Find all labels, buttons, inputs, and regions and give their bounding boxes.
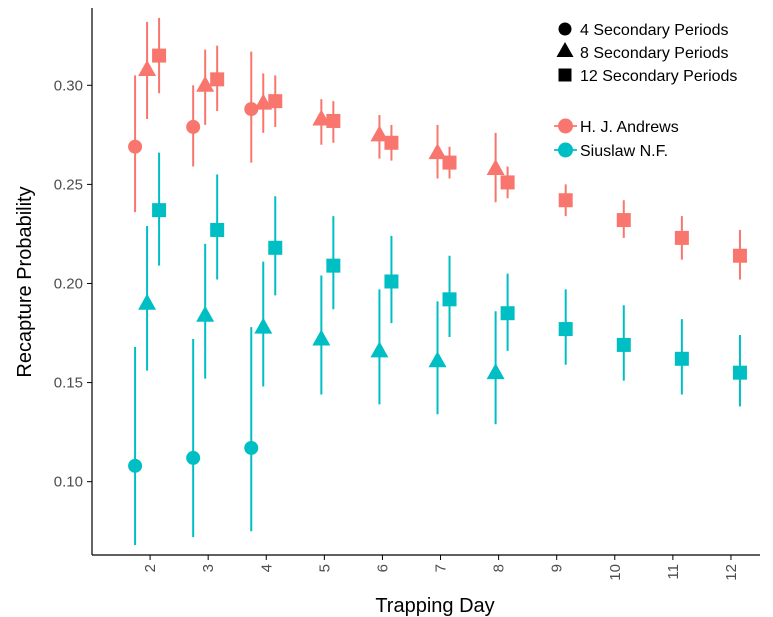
point-siuslaw-n-f-circle xyxy=(128,458,143,473)
data-marks xyxy=(128,17,747,546)
point-h-j-andrews-triangle xyxy=(138,59,157,76)
point-siuslaw-n-f-square xyxy=(384,274,399,289)
point-h-j-andrews-square xyxy=(384,135,399,150)
point-h-j-andrews-square xyxy=(442,155,457,170)
legend-label-12-secondary: 12 Secondary Periods xyxy=(580,68,737,85)
point-siuslaw-n-f-square xyxy=(326,258,341,273)
point-siuslaw-n-f-square xyxy=(500,306,515,321)
x-tick-label: 8 xyxy=(491,564,508,572)
point-h-j-andrews-triangle xyxy=(196,75,215,92)
point-h-j-andrews-square xyxy=(268,94,283,109)
point-siuslaw-n-f-triangle xyxy=(312,329,331,346)
y-tick-label: 0.20 xyxy=(54,275,83,292)
y-axis-title: Recapture Probability xyxy=(14,186,36,377)
x-axis-ticks: 2 3 4 5 6 7 8 9 10 11 12 xyxy=(142,555,740,581)
x-tick-label: 4 xyxy=(258,564,275,572)
point-siuslaw-n-f-triangle xyxy=(138,293,157,310)
point-siuslaw-n-f-square xyxy=(152,203,167,218)
point-siuslaw-n-f-triangle xyxy=(196,305,215,322)
point-siuslaw-n-f-triangle xyxy=(486,363,505,380)
point-h-j-andrews-circle xyxy=(186,119,201,134)
point-siuslaw-n-f-square xyxy=(674,351,689,366)
point-siuslaw-n-f-square xyxy=(442,292,457,307)
x-tick-label: 7 xyxy=(433,564,450,572)
point-h-j-andrews-triangle xyxy=(486,159,505,176)
point-h-j-andrews-triangle xyxy=(428,143,447,160)
point-h-j-andrews-circle xyxy=(244,102,259,117)
point-siuslaw-n-f-triangle xyxy=(370,341,389,358)
legend-sites: H. J. Andrews Siuslaw N.F. xyxy=(554,118,679,160)
legend-label-8-secondary: 8 Secondary Periods xyxy=(580,45,729,62)
x-axis-title: Trapping Day xyxy=(375,595,494,617)
point-h-j-andrews-square xyxy=(210,72,225,87)
x-tick-label: 6 xyxy=(374,564,391,572)
y-tick-label: 0.30 xyxy=(54,77,83,94)
legend-label-4-secondary: 4 Secondary Periods xyxy=(580,22,729,39)
x-tick-label: 12 xyxy=(723,564,740,581)
legend-label-hj-andrews: H. J. Andrews xyxy=(580,119,679,136)
point-siuslaw-n-f-triangle xyxy=(254,317,273,334)
y-axis-ticks: 0.10 0.15 0.20 0.25 0.30 xyxy=(54,77,92,491)
legend-shape-triangle xyxy=(556,42,574,57)
point-siuslaw-n-f-triangle xyxy=(428,351,447,368)
point-siuslaw-n-f-square xyxy=(210,222,225,237)
legend-shape-square xyxy=(558,68,572,82)
legend-key-siuslaw xyxy=(558,142,573,158)
x-tick-label: 10 xyxy=(607,564,624,581)
point-h-j-andrews-square xyxy=(732,248,747,263)
point-h-j-andrews-square xyxy=(500,175,515,190)
x-tick-label: 2 xyxy=(142,564,159,572)
legend-shapes: 4 Secondary Periods 8 Secondary Periods … xyxy=(556,22,737,85)
point-siuslaw-n-f-square xyxy=(268,240,283,255)
point-h-j-andrews-square xyxy=(674,230,689,245)
point-h-j-andrews-square xyxy=(558,193,573,208)
point-siuslaw-n-f-square xyxy=(732,365,747,380)
point-siuslaw-n-f-circle xyxy=(186,450,201,465)
point-h-j-andrews-square xyxy=(326,113,341,128)
point-h-j-andrews-triangle xyxy=(254,93,273,110)
y-tick-label: 0.15 xyxy=(54,375,83,392)
x-tick-label: 3 xyxy=(200,564,217,572)
point-h-j-andrews-square xyxy=(616,213,631,228)
y-tick-label: 0.10 xyxy=(54,474,83,491)
point-siuslaw-n-f-square xyxy=(558,322,573,337)
point-h-j-andrews-triangle xyxy=(370,125,389,142)
point-siuslaw-n-f-circle xyxy=(244,440,259,455)
x-tick-label: 9 xyxy=(549,564,566,572)
point-h-j-andrews-triangle xyxy=(312,109,331,126)
point-h-j-andrews-circle xyxy=(128,139,143,154)
legend-key-hj-andrews xyxy=(558,118,573,134)
point-h-j-andrews-square xyxy=(152,48,167,63)
point-siuslaw-n-f-square xyxy=(616,337,631,352)
legend-shape-circle xyxy=(558,22,572,36)
y-tick-label: 0.25 xyxy=(54,176,83,193)
legend-label-siuslaw: Siuslaw N.F. xyxy=(580,143,668,160)
x-tick-label: 11 xyxy=(665,564,682,580)
x-tick-label: 5 xyxy=(316,564,333,572)
